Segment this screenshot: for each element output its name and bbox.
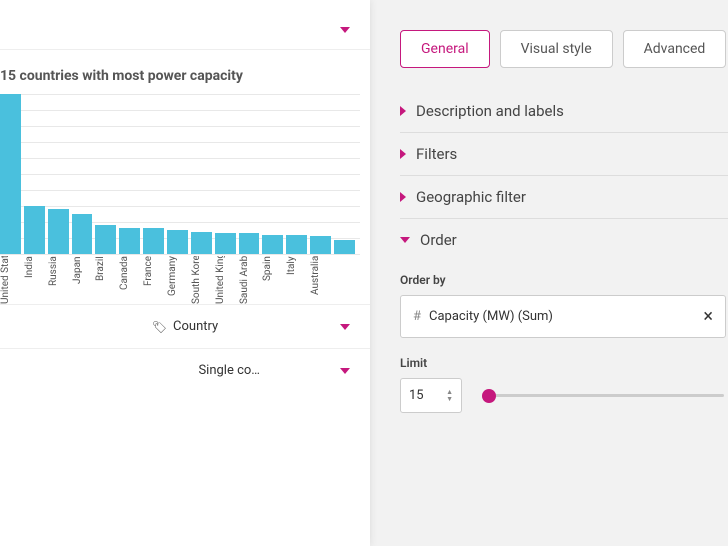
bar [310, 236, 331, 254]
limit-slider[interactable] [482, 394, 724, 397]
order-by-select[interactable]: # Capacity (MW) (Sum) × [400, 295, 726, 338]
chevron-right-icon [400, 192, 406, 202]
color-mode-select[interactable]: Single co… [0, 348, 370, 392]
x-axis-tick-label: Germany [167, 256, 188, 304]
section-order[interactable]: Order [400, 219, 728, 261]
bar [239, 233, 260, 254]
color-mode-label: Single co… [198, 363, 260, 378]
x-axis-tick-label: Brazil [95, 256, 116, 304]
bar [95, 225, 116, 254]
hash-icon: # [413, 309, 421, 324]
x-axis-label: Country [173, 319, 218, 334]
close-icon[interactable]: × [703, 306, 713, 327]
order-by-value: Capacity (MW) (Sum) [429, 309, 553, 324]
bar [191, 232, 212, 254]
stepper-icon[interactable]: ▲▼ [446, 389, 453, 402]
x-axis-tick-label: Japan [72, 256, 93, 304]
x-axis-tick-label: United Stat… [0, 256, 21, 304]
bar [143, 228, 164, 254]
bar [0, 94, 21, 254]
x-axis-tick-label: South Korea [191, 256, 212, 304]
bar [24, 206, 45, 254]
x-axis-tick-label: Spain [262, 256, 283, 304]
x-axis-select[interactable]: 🏷 Country [0, 304, 370, 348]
section-geographic-filter[interactable]: Geographic filter [400, 176, 728, 219]
x-axis-tick-label: Italy [286, 256, 307, 304]
bar [72, 214, 93, 254]
bar [334, 240, 355, 254]
chevron-down-icon [340, 27, 350, 33]
section-label: Description and labels [416, 102, 564, 120]
x-axis-tick-label: Saudi Arabia [239, 256, 260, 304]
chart-type-select[interactable] [0, 10, 370, 50]
chevron-down-icon [340, 324, 350, 330]
limit-input[interactable]: 15 ▲▼ [400, 378, 462, 413]
x-axis-tick-label: Australia [310, 256, 331, 304]
section-label: Filters [416, 145, 457, 163]
bar [262, 235, 283, 254]
bar [48, 209, 69, 254]
limit-value: 15 [409, 388, 424, 403]
tabs: General Visual style Advanced [400, 30, 728, 68]
order-body: Order by # Capacity (MW) (Sum) × Limit 1… [400, 261, 728, 413]
tab-general[interactable]: General [400, 30, 490, 68]
bar [215, 233, 236, 254]
section-description[interactable]: Description and labels [400, 90, 728, 133]
chevron-down-icon [400, 237, 410, 243]
x-axis-tick-label: France [143, 256, 164, 304]
settings-panel: General Visual style Advanced Description … [370, 0, 728, 546]
limit-row: 15 ▲▼ [400, 378, 728, 413]
bar [167, 230, 188, 254]
section-label: Geographic filter [416, 188, 526, 206]
chart-title: 15 countries with most power capacity [0, 50, 370, 94]
x-axis-tick-label: India [24, 256, 45, 304]
x-axis-tick-label: Russia [48, 256, 69, 304]
grid-line [0, 254, 360, 255]
x-axis-tick-label: United King… [215, 256, 236, 304]
bar [286, 235, 307, 254]
section-filters[interactable]: Filters [400, 133, 728, 176]
slider-thumb[interactable] [482, 389, 496, 403]
tab-advanced[interactable]: Advanced [623, 30, 727, 68]
chevron-right-icon [400, 106, 406, 116]
chevron-down-icon [340, 368, 350, 374]
tab-visual-style[interactable]: Visual style [500, 30, 613, 68]
order-by-label: Order by [400, 273, 728, 287]
bar-chart: United Stat…IndiaRussiaJapanBrazilCanada… [0, 94, 370, 304]
tag-icon: 🏷 [152, 320, 167, 334]
chevron-right-icon [400, 149, 406, 159]
section-label: Order [420, 231, 457, 249]
x-axis-tick-label: Canada [119, 256, 140, 304]
bar [119, 228, 140, 254]
chart-panel: 15 countries with most power capacity Un… [0, 0, 370, 546]
limit-label: Limit [400, 356, 728, 370]
